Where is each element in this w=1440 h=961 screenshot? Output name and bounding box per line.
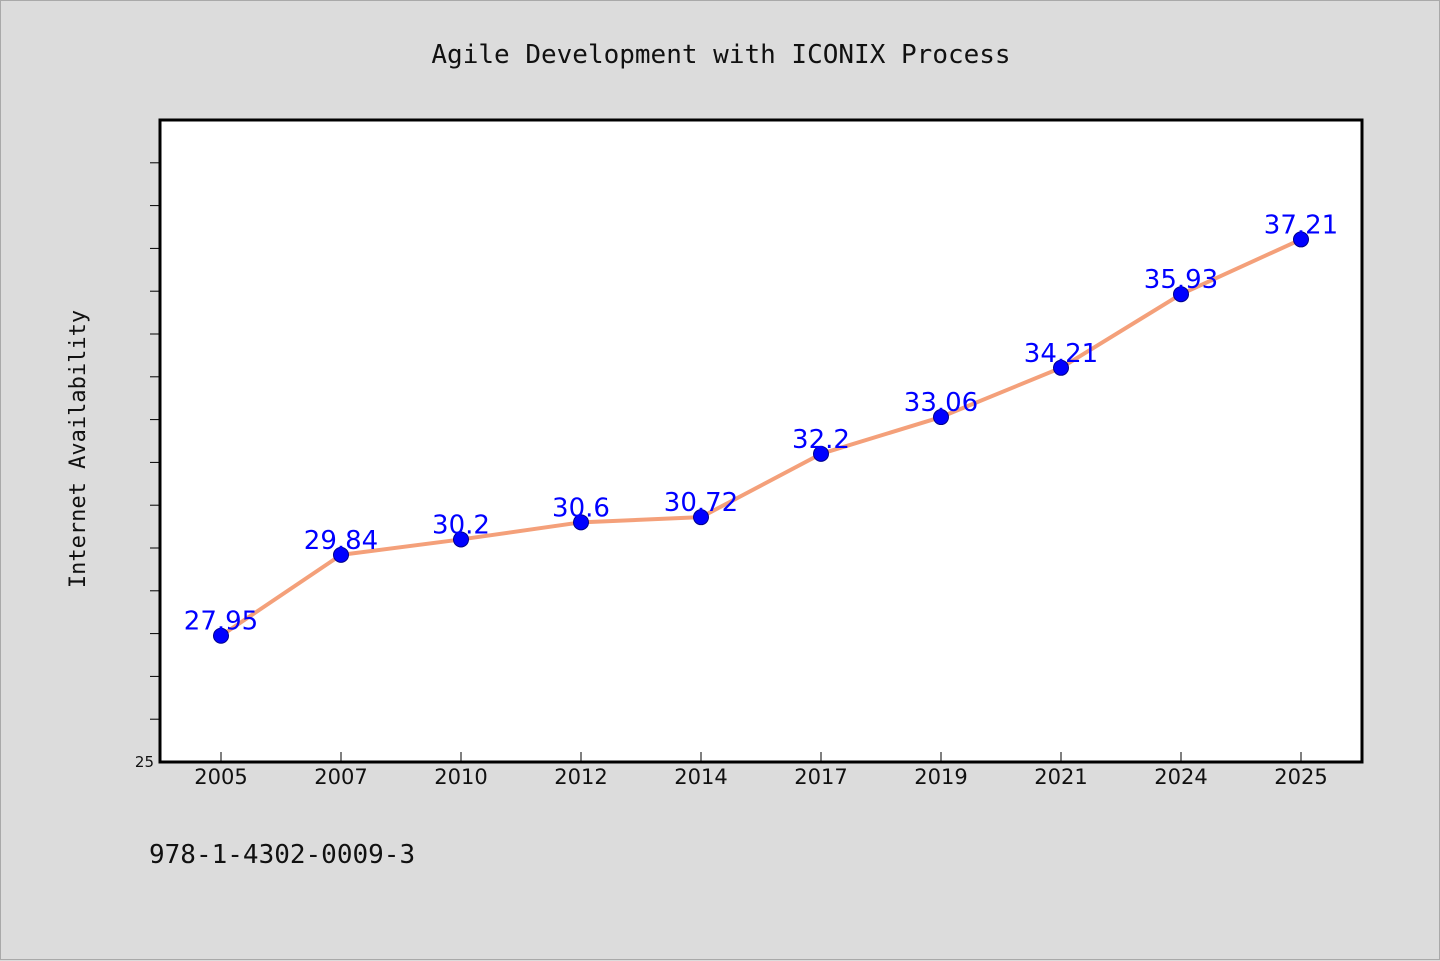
data-points [213,231,1309,644]
data-label: 33.06 [904,388,978,418]
data-label: 37.21 [1264,210,1338,240]
data-label: 30.72 [664,488,738,518]
x-tick-label: 2025 [1274,765,1327,789]
data-label: 35.93 [1144,265,1218,295]
data-label: 30.6 [552,493,610,523]
x-axis-ticks: 2005 2007 2010 2012 2014 2017 2019 2021 2024 2025 [194,752,1328,789]
data-point [1053,359,1069,376]
data-point [453,531,469,548]
y-axis-label: Internet Availability [66,310,91,588]
data-point [813,445,829,462]
data-point [213,627,229,644]
series-line [219,237,1303,638]
y-axis-ticks: 25 [135,162,160,771]
x-tick-label: 2021 [1034,765,1087,789]
data-label: 34.21 [1024,339,1098,369]
plot-area [158,118,1364,764]
data-label: 29.84 [304,526,378,556]
data-point [333,546,349,563]
data-point [933,409,949,426]
data-labels: 27.95 29.84 30.2 30.6 30.72 32.2 33.06 34.21 35.… [184,210,1338,636]
data-label: 30.2 [432,510,490,540]
data-point [1293,231,1309,248]
x-tick-label: 2019 [914,765,967,789]
x-tick-label: 2014 [674,765,727,789]
x-tick-label: 2024 [1154,765,1207,789]
data-point [1173,286,1189,303]
data-label: 27.95 [184,607,258,637]
y-tick-label: 25 [135,753,154,771]
data-label: 32.2 [792,425,850,455]
chart-title: Agile Development with ICONIX Process [431,40,1010,70]
x-tick-label: 2012 [554,765,607,789]
data-point [573,514,589,531]
x-tick-label: 2007 [314,765,367,789]
x-tick-label: 2017 [794,765,847,789]
x-tick-label: 2010 [434,765,487,789]
isbn-text: 978-1-4302-0009-3 [149,840,415,870]
data-point [693,509,709,526]
x-tick-label: 2005 [194,765,247,789]
